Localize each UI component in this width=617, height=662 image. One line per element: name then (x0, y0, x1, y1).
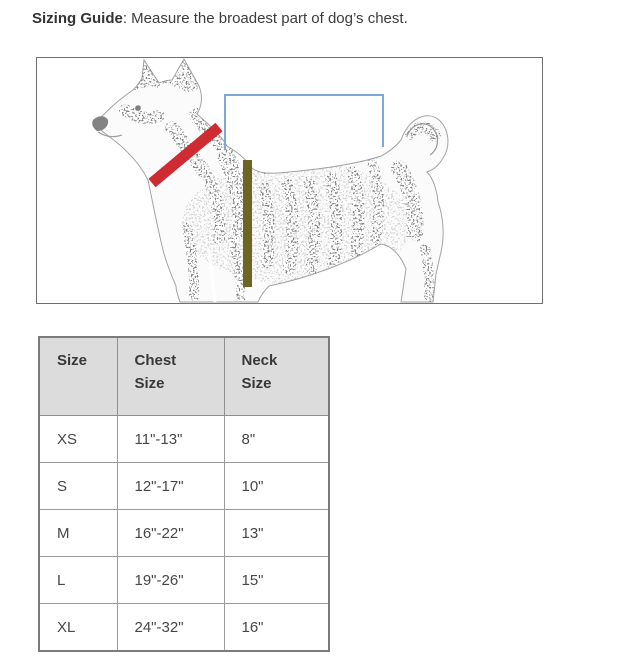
dog-nose (92, 116, 109, 131)
chest-size-cell: 24"-32" (116, 603, 225, 652)
dog-measurement-diagram (36, 57, 543, 304)
dog-leg-separation-line (207, 249, 217, 303)
table-row: XL 24"-32" 16" (38, 603, 330, 652)
dog-illustration-svg (92, 58, 449, 303)
dog-tail-curl-line (406, 123, 439, 156)
size-cell: M (38, 509, 118, 557)
dog-mouth-line (97, 131, 123, 138)
size-cell: XS (38, 415, 118, 463)
table-header-row: Size Chest Size Neck Size (38, 336, 330, 416)
neck-measure-band (148, 122, 223, 188)
back-measure-rect (224, 94, 384, 150)
sizing-guide-heading: Sizing Guide: Measure the broadest part … (32, 8, 408, 30)
table-row: L 19"-26" 15" (38, 556, 330, 604)
chest-size-cell: 11"-13" (116, 415, 225, 463)
column-header-size: Size (38, 336, 118, 416)
chest-size-cell: 12"-17" (116, 462, 225, 510)
size-cell: XL (38, 603, 118, 652)
table-row: M 16"-22" 13" (38, 509, 330, 557)
dog-sketch (92, 58, 449, 303)
dog-fur-texture (119, 59, 441, 302)
neck-size-cell: 10" (223, 462, 330, 510)
heading-bold-label: Sizing Guide (32, 10, 123, 27)
heading-rest-text: : Measure the broadest part of dog’s che… (122, 10, 408, 27)
size-cell: S (38, 462, 118, 510)
table-row: S 12"-17" 10" (38, 462, 330, 510)
dog-eye (135, 105, 141, 111)
chest-measure-bar (243, 160, 252, 287)
size-cell: L (38, 556, 118, 604)
column-header-chest-size: Chest Size (116, 336, 225, 416)
neck-size-cell: 15" (223, 556, 330, 604)
chest-size-cell: 16"-22" (116, 509, 225, 557)
table-row: XS 11"-13" 8" (38, 415, 330, 463)
neck-size-cell: 16" (223, 603, 330, 652)
column-header-neck-size: Neck Size (223, 336, 330, 416)
size-chart-table: Size Chest Size Neck Size XS 11"-13" 8" … (38, 336, 330, 652)
chest-size-cell: 19"-26" (116, 556, 225, 604)
neck-size-cell: 8" (223, 415, 330, 463)
neck-size-cell: 13" (223, 509, 330, 557)
